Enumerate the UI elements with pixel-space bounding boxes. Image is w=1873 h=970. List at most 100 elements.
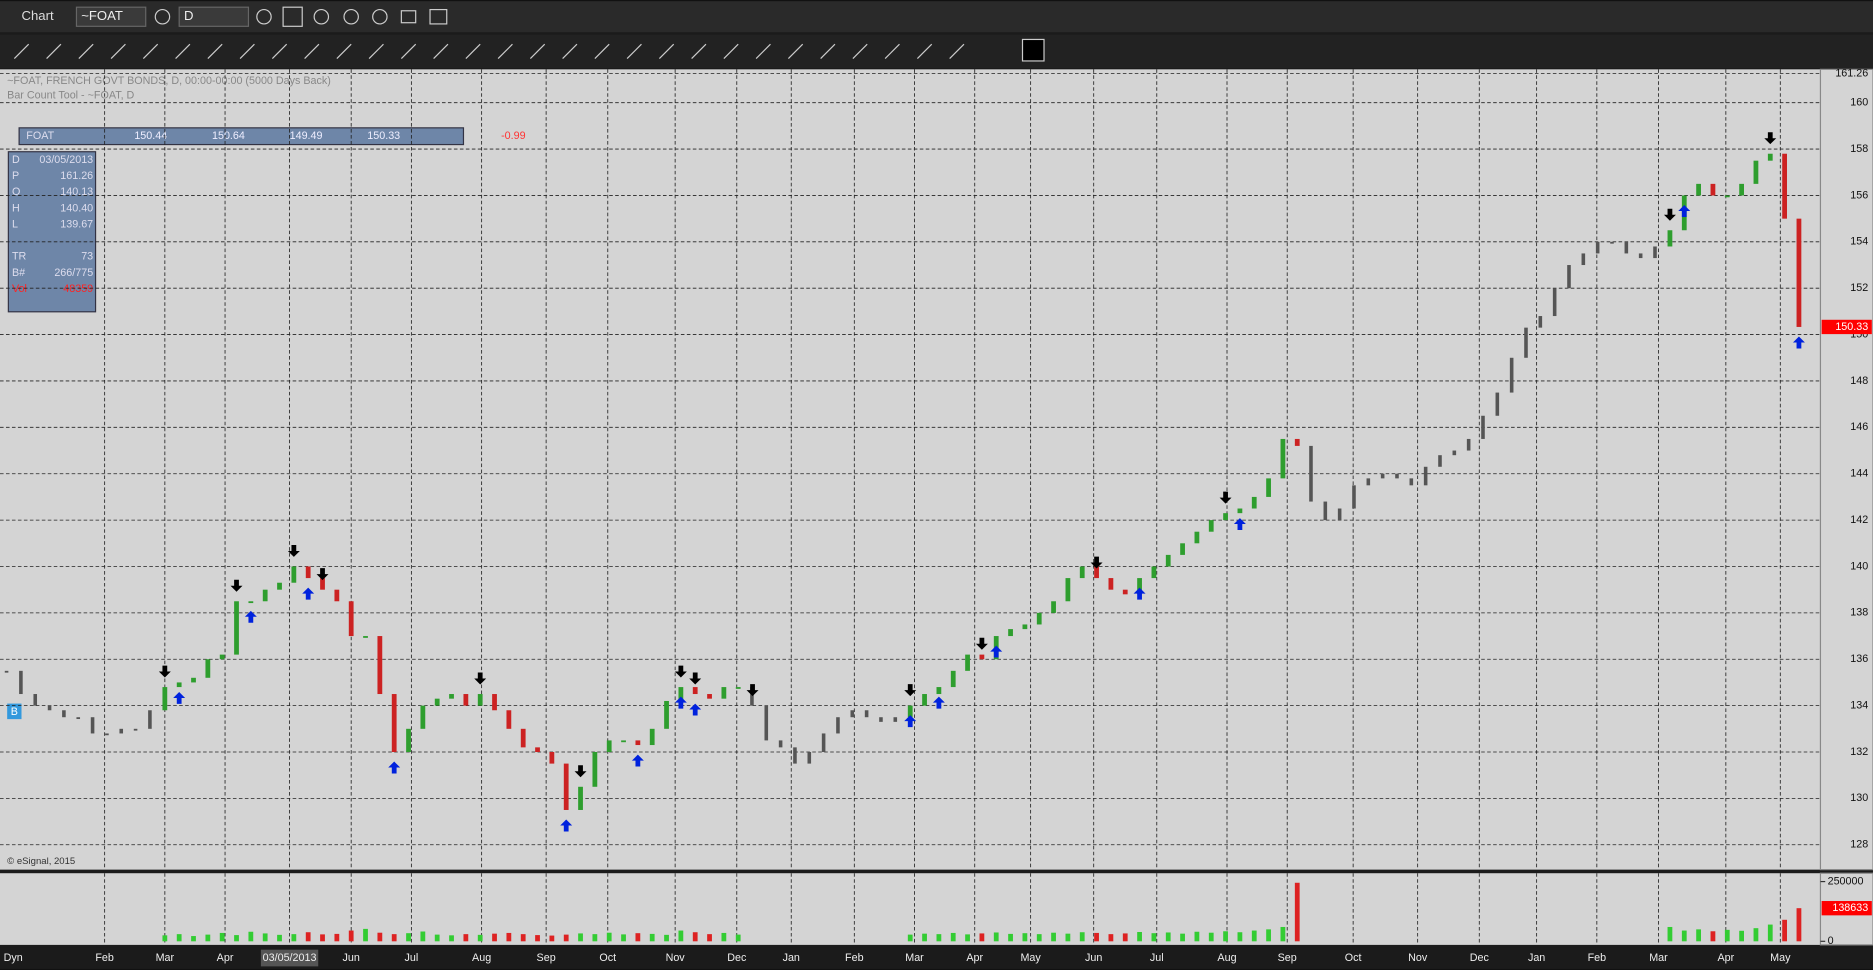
price-bar <box>635 740 641 746</box>
last-volume-box <box>1821 901 1872 916</box>
price-bar <box>19 670 23 695</box>
price-bar <box>1094 566 1099 579</box>
price-bar <box>1724 195 1730 198</box>
tool-icon[interactable] <box>820 43 836 59</box>
price-bar <box>1796 218 1802 327</box>
up-arrow <box>1133 587 1146 600</box>
tool-icon[interactable] <box>852 43 868 59</box>
y-tick-label: 130 <box>1850 792 1868 804</box>
volume-bar <box>950 932 956 942</box>
cursor-value: 266/775 <box>54 267 93 279</box>
tool-icon[interactable] <box>626 43 642 59</box>
price-bar <box>1309 445 1313 502</box>
price-bar <box>606 740 612 753</box>
tool-icon[interactable] <box>271 43 288 59</box>
y-tick-label: 160 <box>1850 97 1868 109</box>
data-window-value: -0.99 <box>501 130 526 142</box>
price-bar <box>1509 357 1514 393</box>
up-arrow <box>302 587 315 600</box>
cursor-key: H <box>12 202 20 214</box>
tool-icon[interactable] <box>207 43 223 59</box>
price-bar <box>721 687 727 699</box>
tool-icon[interactable] <box>368 43 384 59</box>
tool-icon[interactable] <box>142 43 159 59</box>
price-bar <box>119 728 124 734</box>
price-bar <box>377 636 383 695</box>
price-bar <box>219 654 225 660</box>
tool-icon[interactable] <box>110 43 126 59</box>
volume-bar <box>1251 930 1257 942</box>
tool-icon[interactable] <box>336 43 352 59</box>
price-bar <box>1753 160 1759 184</box>
icon[interactable] <box>154 8 171 25</box>
cursor-key: B# <box>12 267 25 279</box>
tool-icon[interactable] <box>658 43 675 59</box>
x-tick-label: Dec <box>1470 952 1490 964</box>
volume-bar <box>922 933 927 942</box>
icon[interactable] <box>313 8 330 25</box>
price-bar <box>1767 153 1773 161</box>
tool-icon[interactable] <box>13 43 30 59</box>
icon[interactable] <box>282 6 303 27</box>
cursor-key: TR <box>12 251 27 263</box>
icon[interactable] <box>256 8 272 25</box>
icon[interactable] <box>400 10 417 24</box>
cursor-key: Vol <box>12 283 27 295</box>
price-bar <box>1079 566 1085 579</box>
price-bar <box>363 636 368 638</box>
x-tick-label: Jun <box>343 952 360 964</box>
data-window <box>18 127 465 146</box>
x-tick-label: Jan <box>783 952 800 964</box>
tool-icon[interactable] <box>594 43 610 59</box>
tool-icon[interactable] <box>529 43 546 59</box>
price-bar <box>793 747 797 764</box>
icon[interactable] <box>343 8 359 25</box>
tool-icon[interactable] <box>562 43 578 59</box>
volume-bar <box>1294 882 1300 942</box>
tool-icon[interactable] <box>400 43 417 59</box>
price-bar <box>1567 265 1571 289</box>
interval-box[interactable] <box>178 6 250 27</box>
price-bar <box>1036 612 1042 625</box>
price-bar <box>1137 578 1142 595</box>
volume-bar <box>1223 931 1228 942</box>
symbol-box[interactable] <box>75 6 147 27</box>
tool-icon[interactable] <box>691 43 707 59</box>
volume-bar <box>535 935 540 942</box>
volume-bar <box>965 934 970 942</box>
x-tick-label: Apr <box>1717 952 1734 964</box>
price-bar <box>449 694 454 699</box>
price-bar <box>1466 438 1471 451</box>
volume-bar <box>936 934 942 942</box>
price-bar <box>463 694 469 706</box>
icon[interactable] <box>429 8 448 25</box>
x-tick-label: Feb <box>1588 952 1607 964</box>
volume-bar <box>1782 919 1787 942</box>
time-axis <box>0 947 1873 969</box>
tool-icon[interactable] <box>46 43 62 59</box>
cursor-key: D <box>12 154 20 166</box>
tool-icon[interactable] <box>884 43 900 59</box>
magnet-tool[interactable] <box>1021 38 1045 62</box>
last-volume-label: 138633 <box>1832 902 1868 914</box>
y-tick-label: 161.26 <box>1835 67 1868 79</box>
tool-icon[interactable] <box>433 43 449 59</box>
data-window-value: 150.33 <box>367 130 400 142</box>
icon[interactable] <box>372 8 388 25</box>
cursor-key: P <box>12 170 19 182</box>
tool-icon[interactable] <box>497 43 513 59</box>
tool-icon[interactable] <box>239 43 255 59</box>
tool-icon[interactable] <box>949 43 965 59</box>
price-bar <box>936 687 942 695</box>
price-bar <box>1610 241 1614 244</box>
tool-icon[interactable] <box>465 43 481 59</box>
tool-icon[interactable] <box>304 43 320 59</box>
tool-icon[interactable] <box>78 43 94 59</box>
tool-icon[interactable] <box>175 43 191 59</box>
tool-icon[interactable] <box>755 43 771 59</box>
tool-icon[interactable] <box>916 43 933 59</box>
up-arrow <box>173 691 186 704</box>
tool-icon[interactable] <box>787 43 804 59</box>
tool-icon[interactable] <box>723 43 739 59</box>
volume-bar <box>1079 932 1085 942</box>
